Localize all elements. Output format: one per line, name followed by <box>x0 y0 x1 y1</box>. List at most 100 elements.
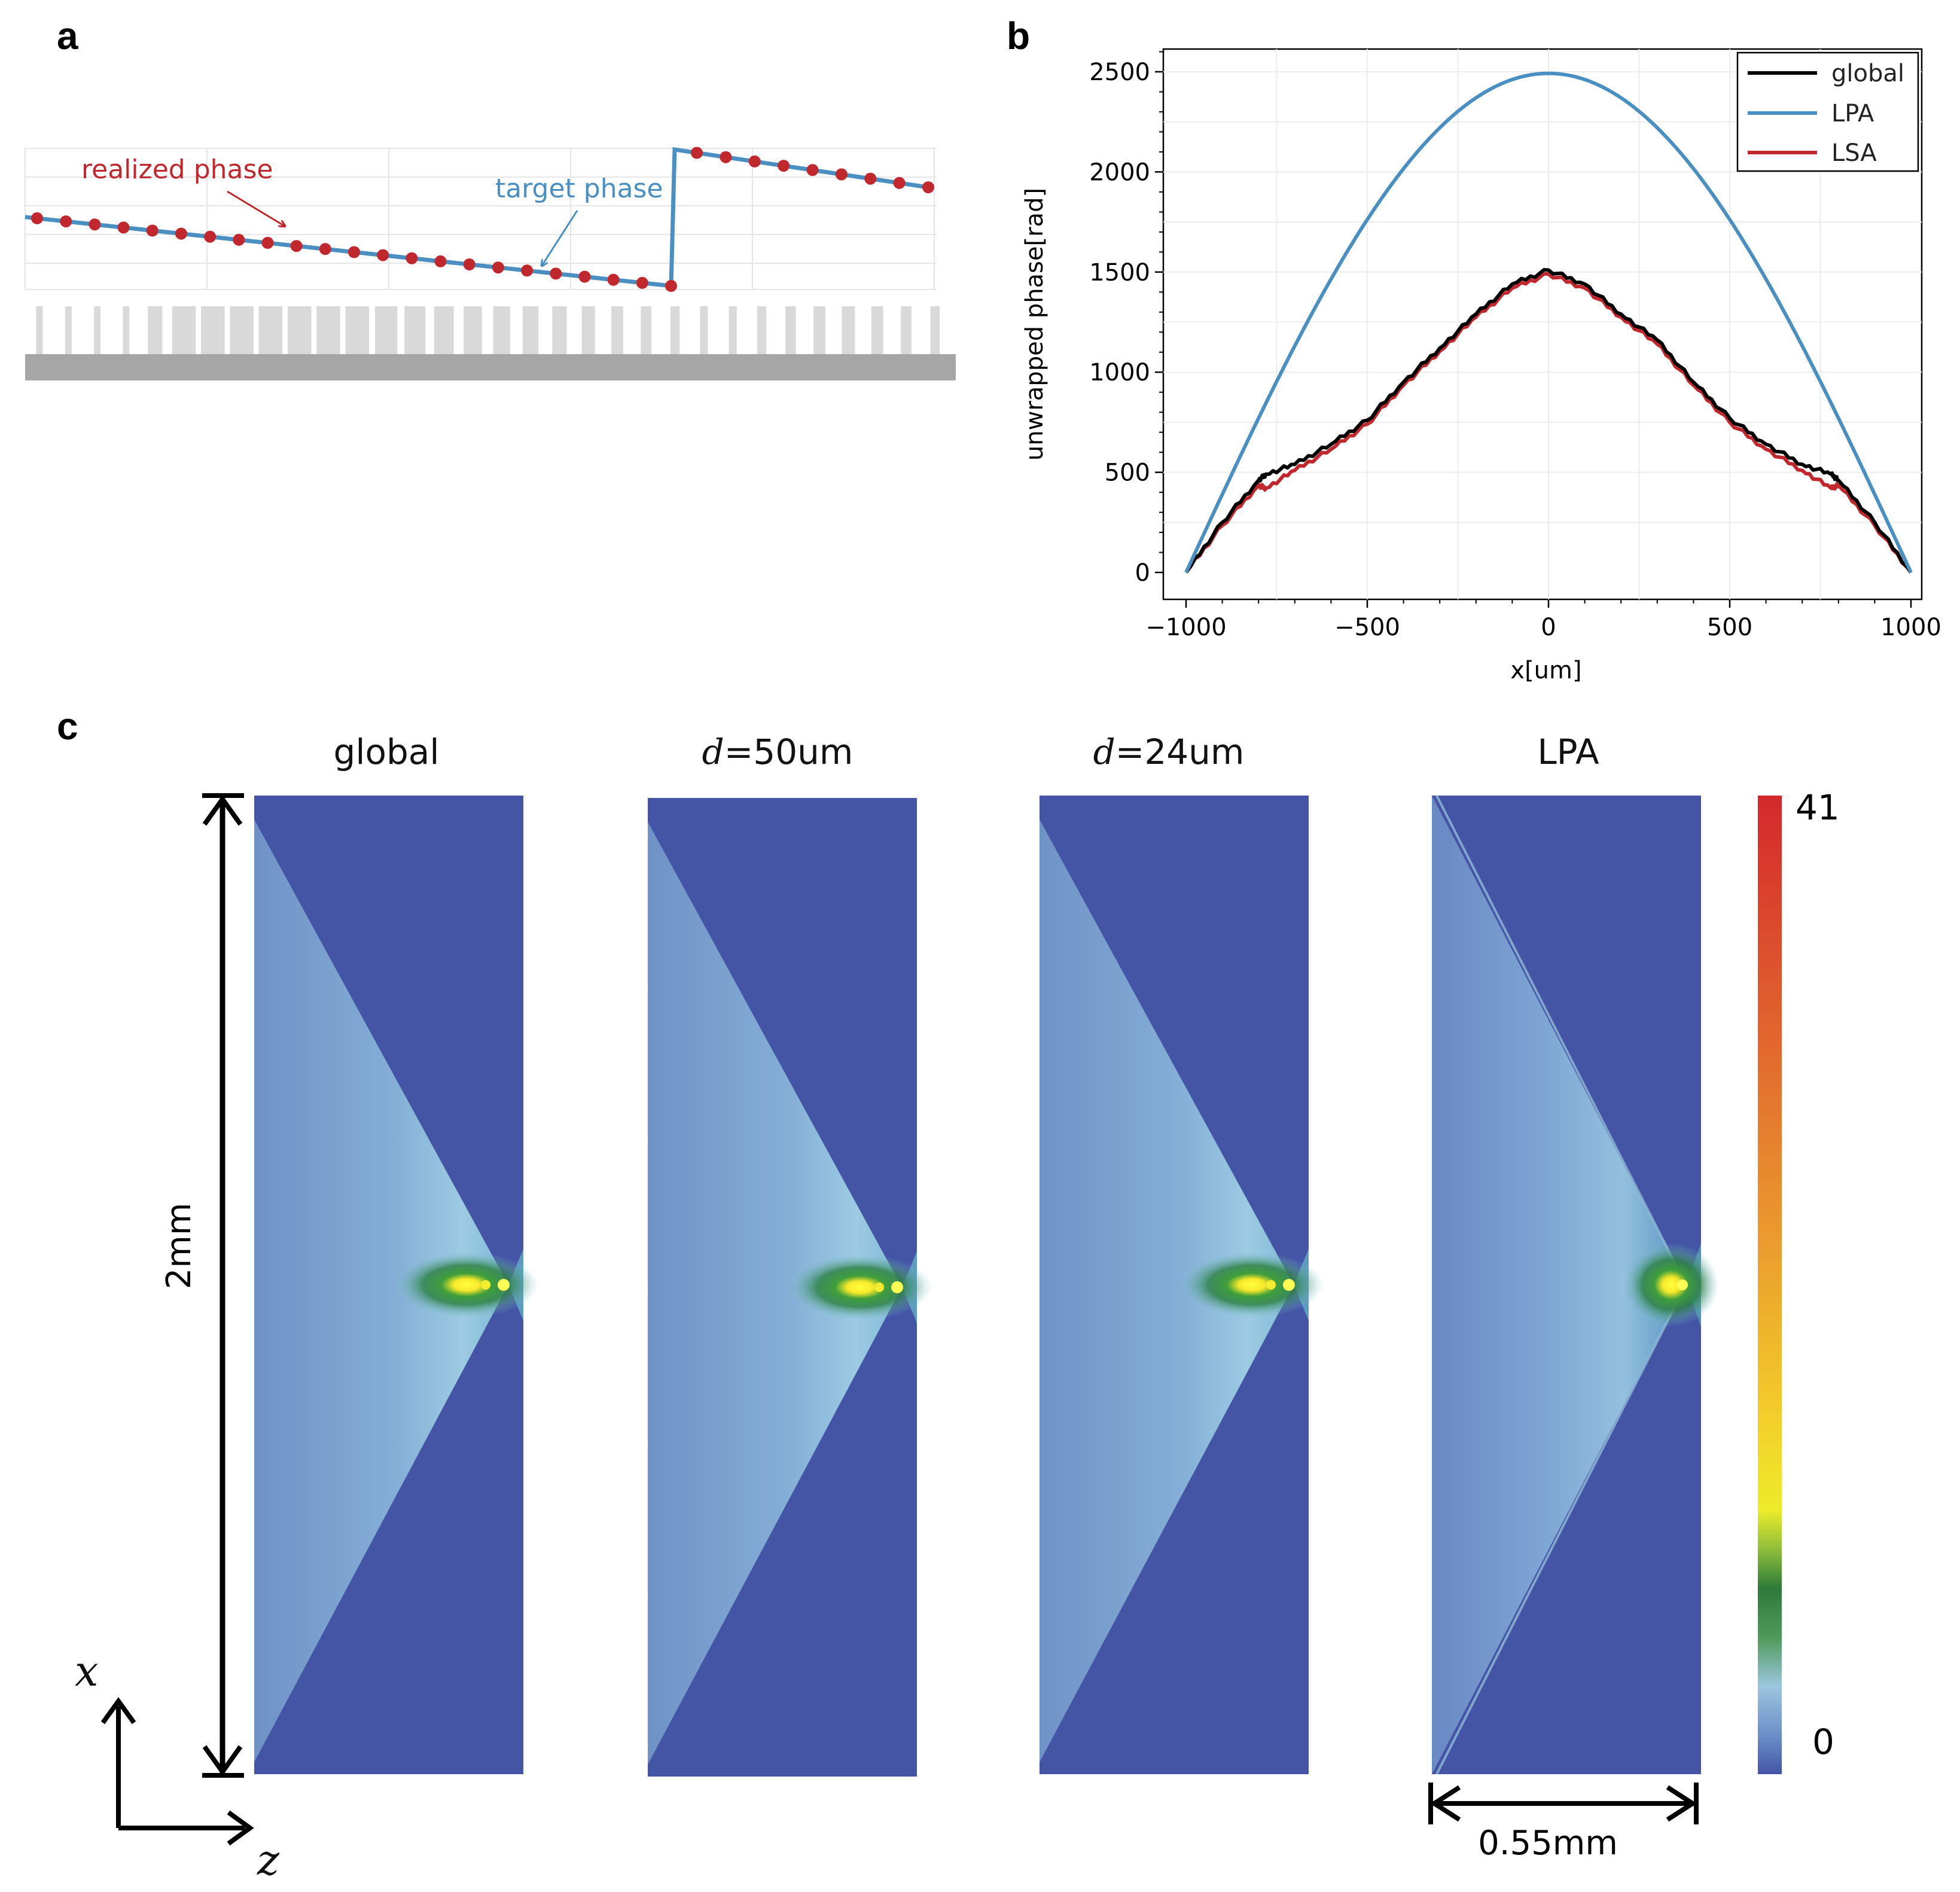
pillar <box>930 306 940 354</box>
y-tick-label: 1000 <box>1089 359 1150 386</box>
scale-bar-2mm <box>202 793 244 1778</box>
field-edge-upper <box>1435 795 1687 1285</box>
legend-label-global: global <box>1831 60 1904 87</box>
pillar <box>287 306 312 354</box>
pillar <box>148 306 163 354</box>
pillar <box>700 306 708 354</box>
field-edge-lower <box>1435 1284 1687 1775</box>
x-tick-label: −500 <box>1334 614 1400 641</box>
realized-phase-dot <box>204 230 217 243</box>
x-tick-label: 1000 <box>1880 614 1941 641</box>
pillar <box>552 306 567 354</box>
pillar <box>611 306 623 354</box>
field-focus-spot <box>874 1282 884 1292</box>
field-focus-spot <box>498 1279 510 1291</box>
field-focus-spot <box>1283 1279 1295 1291</box>
series-line-lpa <box>1184 71 1913 574</box>
field-fan-region <box>254 819 508 1762</box>
field-focus-spot <box>481 1280 490 1290</box>
pillar <box>901 306 912 354</box>
realized-phase-dot <box>60 215 72 228</box>
realized-phase-dot <box>550 267 562 280</box>
x-axis-title: x[um] <box>1510 657 1581 684</box>
pillar <box>123 306 130 354</box>
realized-phase-dot <box>864 172 877 185</box>
pillar <box>36 306 43 354</box>
y-tick-label: 2500 <box>1089 59 1150 86</box>
realized-phase-dot <box>607 273 620 286</box>
series-line-global <box>1184 268 1913 574</box>
plot-series <box>1184 71 1913 574</box>
field-map-global-0 <box>254 796 538 1774</box>
target-phase-arrow <box>542 210 578 266</box>
pillar <box>230 306 254 354</box>
pillar <box>842 306 855 354</box>
pillar <box>404 306 426 354</box>
pillar <box>434 306 454 354</box>
realized-phase-dot <box>377 249 389 261</box>
pillar <box>670 306 680 354</box>
field-map-lpa-3 <box>1432 795 1719 1775</box>
pillar <box>581 306 595 354</box>
axis-label-x: x <box>75 1647 98 1696</box>
pillar <box>172 306 196 354</box>
pillar <box>316 306 340 354</box>
field-focus <box>1180 1252 1324 1318</box>
pillar <box>871 306 883 354</box>
realized-phase-dot <box>922 181 934 194</box>
realized-phase-dot <box>434 255 447 267</box>
realized-phase-dot <box>463 258 475 270</box>
pillar <box>493 306 511 354</box>
panel-label-c: c <box>57 705 78 748</box>
field-fan-region <box>1040 819 1294 1762</box>
realized-phase-dot <box>578 270 591 283</box>
plot-ticks: −1000 −500 0 500 1000 0 500 1000 1500 2000 2500 <box>1089 51 1941 641</box>
field-title-d50: d=50um <box>702 732 854 772</box>
pillar <box>813 306 825 354</box>
field-map-local-1 <box>648 798 932 1777</box>
panel-b-chart: −1000 −500 0 500 1000 0 500 1000 1500 2000 2500 x[… <box>1021 48 1941 684</box>
realized-phase-dot <box>636 276 648 289</box>
y-tick-label: 2000 <box>1089 159 1150 186</box>
legend-label-lpa: LPA <box>1831 100 1874 127</box>
panel-c-field-maps <box>254 795 1719 1777</box>
realized-phase-arrow <box>227 190 285 226</box>
pillar <box>785 306 796 354</box>
field-focus-spot <box>1266 1280 1276 1290</box>
field-fan-region <box>648 822 902 1765</box>
field-title-global: global <box>334 732 440 772</box>
realized-phase-dot <box>319 243 331 255</box>
pillar <box>374 306 398 354</box>
x-tick-label: 500 <box>1707 614 1752 641</box>
realized-phase-dot <box>261 237 274 249</box>
scale-label-055mm: 0.55mm <box>1478 1824 1618 1863</box>
y-axis-title: unwrapped phase[rad] <box>1021 188 1048 461</box>
y-tick-label: 0 <box>1135 559 1150 587</box>
axis-label-z: z <box>257 1836 280 1885</box>
colorbar <box>1758 796 1782 1774</box>
pillar <box>258 306 283 354</box>
field-title-lpa: LPA <box>1537 732 1599 772</box>
pillar <box>345 306 370 354</box>
field-title-d24: d=24um <box>1093 732 1245 772</box>
y-tick-label: 500 <box>1105 459 1150 487</box>
axis-indicator <box>100 1697 254 1846</box>
realized-phase-dot <box>146 224 158 237</box>
field-focus-spot <box>1677 1279 1688 1290</box>
field-focus <box>1623 1243 1719 1327</box>
scale-bar-055mm <box>1428 1783 1699 1824</box>
legend: global LPA LSA <box>1736 51 1919 172</box>
field-map-local-2 <box>1040 796 1324 1774</box>
pillar <box>757 306 767 354</box>
realized-phase-dot <box>290 240 303 252</box>
colorbar-max-label: 41 <box>1796 787 1840 828</box>
pillar <box>94 306 101 354</box>
pillar <box>464 306 482 354</box>
target-phase-label: target phase <box>495 173 663 204</box>
x-tick-label: −1000 <box>1145 614 1226 641</box>
realized-phase-dot <box>31 212 43 224</box>
realized-phase-dot <box>348 246 360 258</box>
field-focus <box>788 1254 932 1320</box>
realized-phase-dot <box>89 218 101 231</box>
